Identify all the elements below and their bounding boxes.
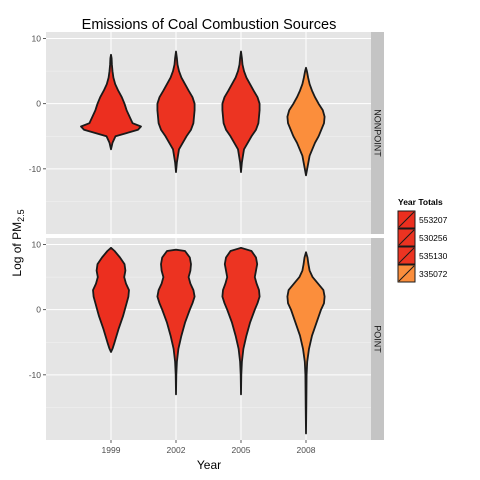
x-axis-title: Year: [197, 458, 221, 472]
legend-key-slash: [398, 247, 415, 264]
legend-entry: 530256: [397, 228, 448, 247]
violin-nonpoint-1999: [80, 53, 142, 151]
y-tick-label: -10: [29, 164, 42, 174]
legend-entry: 535130: [397, 246, 448, 265]
chart-title: Emissions of Coal Combustion Sources: [82, 17, 337, 33]
legend-label: 335072: [419, 269, 448, 279]
violin-nonpoint-2002: [156, 50, 196, 173]
y-axis-title-main: Log of PM: [10, 222, 24, 277]
violin-nonpoint-2005: [221, 50, 261, 173]
panel-background: [46, 238, 371, 440]
svg-text:Log of PM2.5: Log of PM2.5: [10, 209, 26, 276]
x-tick-label: 1999: [102, 445, 121, 455]
legend-label: 535130: [419, 251, 448, 261]
y-axis-title: Log of PM2.5: [10, 209, 26, 276]
facet-strip: [371, 238, 384, 440]
x-axis: 1999 2002 2005 2008: [102, 440, 316, 455]
x-tick-label: 2008: [297, 445, 316, 455]
x-tick-label: 2002: [167, 445, 186, 455]
facet-panel-point: 10 0 -10 POINT: [29, 238, 384, 440]
legend-label: 530256: [419, 233, 448, 243]
y-tick-label: -10: [29, 370, 42, 380]
violin-point-2008: [286, 251, 326, 435]
y-tick-label: 10: [32, 34, 42, 44]
legend-key-slash: [398, 265, 415, 282]
violin-point-2005: [221, 246, 261, 396]
legend-entry: 553207: [397, 210, 448, 229]
facet-panels: 10 0 -10 NONPOINT 10 0 -10 POINT: [29, 32, 384, 440]
legend-key-slash: [398, 211, 415, 228]
facet-panel-nonpoint: 10 0 -10 NONPOINT: [29, 32, 384, 234]
violin-point-2002: [156, 248, 196, 396]
facet-strip: [371, 32, 384, 234]
violin-nonpoint-2008: [286, 66, 326, 177]
y-tick-label: 0: [36, 305, 41, 315]
y-tick-label: 0: [36, 99, 41, 109]
y-tick-label: 10: [32, 240, 42, 250]
legend-entry: 335072: [397, 264, 448, 283]
legend-label: 553207: [419, 215, 448, 225]
violin-point-1999: [92, 246, 130, 353]
legend-title: Year Totals: [398, 197, 443, 207]
facet-strip-label: NONPOINT: [373, 109, 383, 157]
x-tick-label: 2005: [232, 445, 251, 455]
facet-strip-label: POINT: [373, 325, 383, 353]
y-axis-title-subscript: 2.5: [16, 209, 26, 222]
legend-key-slash: [398, 229, 415, 246]
legend: Year Totals 553207 530256 535130 335072: [397, 197, 448, 283]
